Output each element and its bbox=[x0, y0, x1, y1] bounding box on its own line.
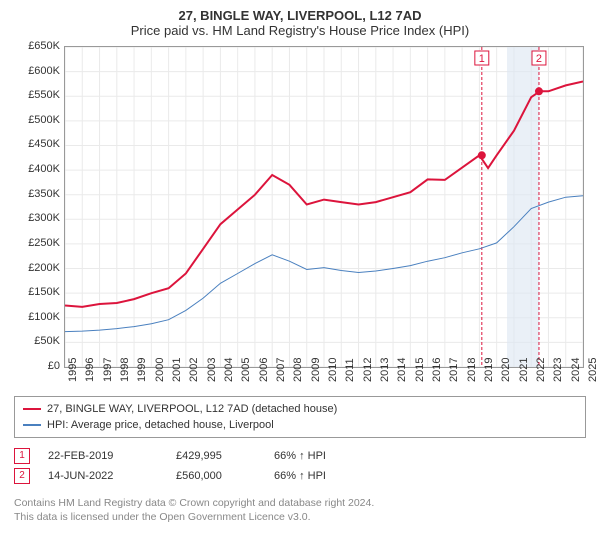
x-tick: 2023 bbox=[552, 358, 564, 382]
y-tick: £0 bbox=[48, 360, 60, 372]
y-tick: £500K bbox=[28, 114, 60, 126]
event-marker: 1 bbox=[14, 448, 30, 464]
x-tick: 2002 bbox=[188, 358, 200, 382]
x-tick: 2019 bbox=[483, 358, 495, 382]
x-tick: 2009 bbox=[310, 358, 322, 382]
x-tick: 2015 bbox=[414, 358, 426, 382]
svg-text:1: 1 bbox=[479, 53, 485, 65]
y-tick: £250K bbox=[28, 237, 60, 249]
x-tick: 1996 bbox=[84, 358, 96, 382]
legend-swatch bbox=[23, 424, 41, 426]
event-row: 1 22-FEB-2019 £429,995 66% ↑ HPI bbox=[14, 446, 586, 466]
event-date: 14-JUN-2022 bbox=[48, 466, 158, 486]
legend-item: HPI: Average price, detached house, Live… bbox=[23, 417, 577, 433]
x-tick: 1995 bbox=[67, 358, 79, 382]
x-tick: 2013 bbox=[379, 358, 391, 382]
legend-label: HPI: Average price, detached house, Live… bbox=[47, 417, 274, 433]
x-tick: 2007 bbox=[275, 358, 287, 382]
x-tick: 2006 bbox=[258, 358, 270, 382]
event-date: 22-FEB-2019 bbox=[48, 446, 158, 466]
chart-container: 27, BINGLE WAY, LIVERPOOL, L12 7AD Price… bbox=[0, 0, 600, 560]
x-tick: 1998 bbox=[119, 358, 131, 382]
x-tick: 2017 bbox=[448, 358, 460, 382]
y-tick: £650K bbox=[28, 40, 60, 52]
y-tick: £200K bbox=[28, 262, 60, 274]
y-tick: £100K bbox=[28, 311, 60, 323]
event-pct: 66% ↑ HPI bbox=[274, 446, 354, 466]
x-tick: 1999 bbox=[136, 358, 148, 382]
y-tick: £300K bbox=[28, 212, 60, 224]
x-tick: 2008 bbox=[292, 358, 304, 382]
x-tick: 2001 bbox=[171, 358, 183, 382]
y-tick: £550K bbox=[28, 89, 60, 101]
y-tick: £600K bbox=[28, 65, 60, 77]
event-pct: 66% ↑ HPI bbox=[274, 466, 354, 486]
y-tick: £150K bbox=[28, 286, 60, 298]
x-tick: 2005 bbox=[240, 358, 252, 382]
event-row: 2 14-JUN-2022 £560,000 66% ↑ HPI bbox=[14, 466, 586, 486]
y-tick: £50K bbox=[34, 335, 60, 347]
svg-text:2: 2 bbox=[536, 53, 542, 65]
y-tick: £450K bbox=[28, 138, 60, 150]
y-tick: £400K bbox=[28, 163, 60, 175]
x-tick: 2016 bbox=[431, 358, 443, 382]
event-price: £560,000 bbox=[176, 466, 256, 486]
chart-title: 27, BINGLE WAY, LIVERPOOL, L12 7AD bbox=[14, 8, 586, 23]
event-price: £429,995 bbox=[176, 446, 256, 466]
x-axis-labels: 1995199619971998199920002001200220032004… bbox=[64, 370, 584, 398]
plot: 12 bbox=[64, 46, 584, 368]
legend-swatch bbox=[23, 408, 41, 410]
plot-area: £0 £50K £100K £150K £200K £250K £300K £350K £400… bbox=[14, 46, 586, 394]
legend-item: 27, BINGLE WAY, LIVERPOOL, L12 7AD (deta… bbox=[23, 401, 577, 417]
legend: 27, BINGLE WAY, LIVERPOOL, L12 7AD (deta… bbox=[14, 396, 586, 438]
footer-line: Contains HM Land Registry data © Crown c… bbox=[14, 496, 586, 510]
footer-line: This data is licensed under the Open Gov… bbox=[14, 510, 586, 524]
x-tick: 2010 bbox=[327, 358, 339, 382]
x-tick: 2004 bbox=[223, 358, 235, 382]
x-tick: 2021 bbox=[518, 358, 530, 382]
x-tick: 2014 bbox=[396, 358, 408, 382]
events-table: 1 22-FEB-2019 £429,995 66% ↑ HPI 2 14-JU… bbox=[14, 446, 586, 486]
chart-svg: 12 bbox=[65, 47, 583, 367]
x-tick: 2011 bbox=[344, 358, 356, 382]
y-axis-labels: £0£50K£100K£150K£200K£250K£300K£350K£400… bbox=[14, 46, 62, 368]
footer: Contains HM Land Registry data © Crown c… bbox=[14, 496, 586, 524]
x-tick: 2025 bbox=[587, 358, 599, 382]
x-tick: 2022 bbox=[535, 358, 547, 382]
x-tick: 2024 bbox=[570, 358, 582, 382]
legend-label: 27, BINGLE WAY, LIVERPOOL, L12 7AD (deta… bbox=[47, 401, 337, 417]
x-tick: 2003 bbox=[206, 358, 218, 382]
event-marker: 2 bbox=[14, 468, 30, 484]
y-tick: £350K bbox=[28, 188, 60, 200]
x-tick: 1997 bbox=[102, 358, 114, 382]
x-tick: 2018 bbox=[466, 358, 478, 382]
chart-subtitle: Price paid vs. HM Land Registry's House … bbox=[14, 23, 586, 38]
x-tick: 2012 bbox=[362, 358, 374, 382]
x-tick: 2000 bbox=[154, 358, 166, 382]
x-tick: 2020 bbox=[500, 358, 512, 382]
